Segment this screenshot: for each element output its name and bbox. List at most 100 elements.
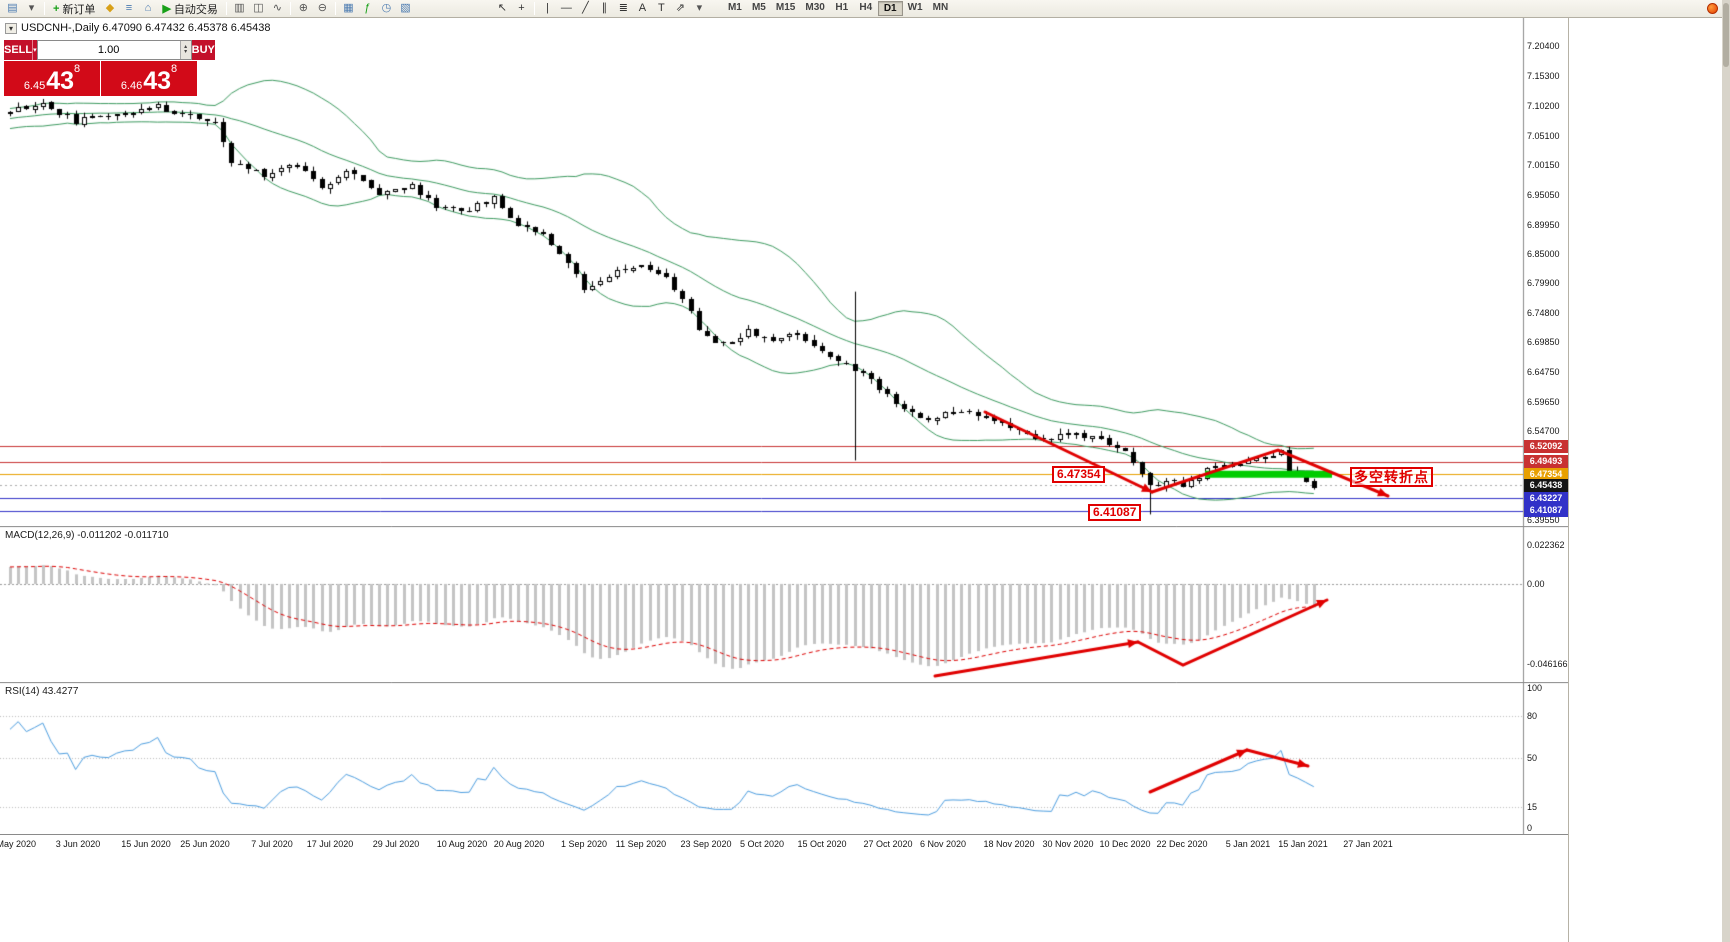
date-label: 5 Oct 2020 <box>739 839 785 849</box>
market-watch-icon-glyph-icon: ≡ <box>125 1 133 14</box>
date-label: 23 Sep 2020 <box>680 839 732 849</box>
toolbar-separator <box>289 2 291 15</box>
line-chart-icon[interactable]: ∿ <box>268 1 287 17</box>
buy-price-head: 6.46 <box>120 80 143 92</box>
navigator-icon[interactable]: ⌂ <box>138 1 157 17</box>
text-label-icon-glyph-icon: A <box>638 1 647 14</box>
channel-icon[interactable]: ∥ <box>595 1 614 17</box>
volume-spinner[interactable]: ▴ ▾ <box>179 41 191 59</box>
new-order-button-label: 新订单 <box>62 3 96 16</box>
macd-panel[interactable] <box>0 526 1568 682</box>
date-label: 20 Aug 2020 <box>493 839 545 849</box>
toolbar-icon-group: ▤ ▾ + 新订单 ◆ ≡ ⌂ ▶ 自动交易 ▥ ◫ ∿ ⊕ ⊖ ▦ ƒ ◷ ▧ ↖ + | — ╱ ∥ ≣ A T ⇗ ▾ <box>3 0 709 17</box>
timeframe-h1[interactable]: H1 <box>835 2 849 13</box>
objects-dropdown-icon[interactable]: ▾ <box>690 1 709 17</box>
timeframe-mn[interactable]: MN <box>932 2 949 13</box>
date-label: 3 Jun 2020 <box>55 839 101 849</box>
timeframe-h4[interactable]: H4 <box>859 2 873 13</box>
date-label: 10 Aug 2020 <box>436 839 488 849</box>
scrollbar-thumb[interactable] <box>1723 3 1729 67</box>
notification-icon[interactable] <box>1707 3 1718 14</box>
vertical-scrollbar[interactable] <box>1722 0 1730 942</box>
fibonacci-icon[interactable]: ≣ <box>614 1 633 17</box>
crosshair-icon[interactable]: + <box>512 1 531 17</box>
date-label: 12 May 2020 <box>0 839 37 849</box>
vertical-line-icon-glyph-icon: | <box>545 1 549 14</box>
main-toolbar: ▤ ▾ + 新订单 ◆ ≡ ⌂ ▶ 自动交易 ▥ ◫ ∿ ⊕ ⊖ ▦ ƒ ◷ ▧ ↖ + | — ╱ ∥ ≣ A T ⇗ ▾ M1 M5 M… <box>0 0 1730 18</box>
trendline-icon[interactable]: ╱ <box>576 1 595 17</box>
toolbar-separator <box>334 2 336 15</box>
macd-indicator-label: MACD(12,26,9) -0.011202 -0.011710 <box>5 530 169 541</box>
autotrading-glyph-icon: ▶ <box>162 3 171 15</box>
timeframe-d1[interactable]: D1 <box>877 1 903 16</box>
toolbar-separator <box>44 2 45 15</box>
autotrading-button[interactable]: ▶ 自动交易 <box>157 1 222 17</box>
volume-input[interactable] <box>37 41 180 59</box>
cursor-icon[interactable]: ↖ <box>493 1 512 17</box>
cursor-icon-glyph-icon: ↖ <box>497 1 508 14</box>
buy-price-tile[interactable]: 6.46 43 8 <box>101 61 197 96</box>
templates-icon[interactable]: ▧ <box>396 1 415 17</box>
rsi-panel[interactable] <box>0 682 1568 834</box>
text-label-icon[interactable]: A <box>633 1 652 17</box>
text-icon[interactable]: T <box>652 1 671 17</box>
arrows-icon[interactable]: ⇗ <box>671 1 690 17</box>
timeframe-toolbar: M1 M5 M15 M30 H1 H4 D1 W1 MN <box>723 1 953 16</box>
toolbar-separator <box>533 2 535 15</box>
date-label: 25 Jun 2020 <box>180 839 230 849</box>
date-label: 15 Oct 2020 <box>797 839 847 849</box>
zoom-out-icon[interactable]: ⊖ <box>313 1 332 17</box>
sell-button[interactable]: SELL <box>4 40 33 60</box>
date-label: 5 Jan 2021 <box>1225 839 1271 849</box>
zoom-in-icon-glyph-icon: ⊕ <box>298 1 309 14</box>
candlestick-chart-icon[interactable]: ◫ <box>249 1 268 17</box>
market-watch-icon[interactable]: ≡ <box>119 1 138 17</box>
new-chart-icon[interactable]: ▤ <box>3 1 22 17</box>
spinner-down-icon[interactable]: ▾ <box>184 49 188 55</box>
bottom-empty-area <box>0 858 1568 942</box>
zoom-in-icon[interactable]: ⊕ <box>294 1 313 17</box>
bar-chart-icon[interactable]: ▥ <box>230 1 249 17</box>
indicators-icon[interactable]: ƒ <box>358 1 377 17</box>
rsi-indicator-label: RSI(14) 43.4277 <box>5 686 79 697</box>
sell-price-head: 6.45 <box>23 80 46 92</box>
arrows-icon-glyph-icon: ⇗ <box>675 1 686 14</box>
vertical-line-icon[interactable]: | <box>538 1 557 17</box>
timeframe-m30[interactable]: M30 <box>805 2 825 13</box>
date-label: 15 Jan 2021 <box>1278 839 1328 849</box>
symbol-dropdown-icon[interactable]: ▾ <box>5 22 17 34</box>
periods-icon[interactable]: ◷ <box>377 1 396 17</box>
horizontal-line-icon[interactable]: — <box>557 1 576 17</box>
new-order-button[interactable]: + 新订单 <box>48 1 100 17</box>
price-chart[interactable] <box>0 18 1568 526</box>
periods-icon-glyph-icon: ◷ <box>381 1 392 14</box>
horizontal-line-icon-glyph-icon: — <box>560 1 572 14</box>
price-scale[interactable] <box>1524 18 1568 834</box>
buy-button[interactable]: BUY <box>191 40 215 60</box>
metaeditor-icon[interactable]: ◆ <box>100 1 119 17</box>
text-icon-glyph-icon: T <box>658 1 665 14</box>
timeframe-m15[interactable]: M15 <box>775 2 796 13</box>
volume-field: ▴▾ <box>36 40 192 60</box>
date-label: 18 Nov 2020 <box>983 839 1035 849</box>
timeframe-w1[interactable]: W1 <box>907 2 923 13</box>
tile-windows-icon[interactable]: ▦ <box>339 1 358 17</box>
sell-price-tile[interactable]: 6.45 43 8 <box>4 61 100 96</box>
new-order-glyph-icon: + <box>53 2 60 15</box>
bar-chart-icon-glyph-icon: ▥ <box>234 1 245 14</box>
objects-dropdown-icon-glyph-icon: ▾ <box>696 1 703 14</box>
profiles-dropdown-icon[interactable]: ▾ <box>22 1 41 17</box>
date-label: 6 Nov 2020 <box>919 839 967 849</box>
date-label: 7 Jul 2020 <box>251 839 293 849</box>
timeframe-m5[interactable]: M5 <box>751 2 766 13</box>
one-click-trading-panel: SELL ▾ ▴▾ BUY 6.45 43 8 6.46 43 8 <box>4 40 215 96</box>
spinner-up-icon[interactable]: ▴ <box>184 44 188 50</box>
timeframe-m1[interactable]: M1 <box>727 2 742 13</box>
date-axis[interactable]: 12 May 2020 3 Jun 2020 15 Jun 2020 25 Jun 2… <box>0 834 1568 858</box>
trade-panel-dropdown-icon[interactable]: ▾ <box>32 40 37 60</box>
channel-icon-glyph-icon: ∥ <box>601 1 608 14</box>
toolbar-separator <box>225 2 227 15</box>
date-label: 15 Jun 2020 <box>121 839 171 849</box>
date-label: 22 Dec 2020 <box>1156 839 1208 849</box>
crosshair-icon-glyph-icon: + <box>518 1 525 14</box>
